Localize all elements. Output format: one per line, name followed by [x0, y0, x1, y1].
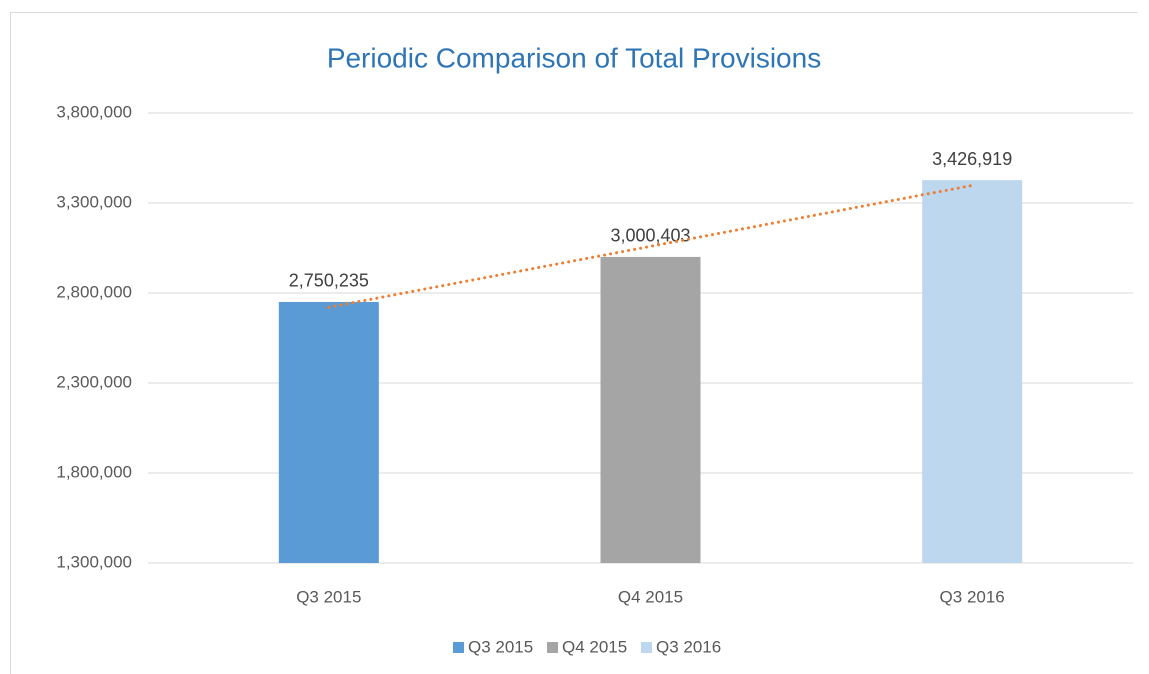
y-tick-label: 3,800,000: [56, 102, 132, 121]
y-tick-label: 2,800,000: [56, 282, 132, 301]
x-tick-label: Q4 2015: [618, 587, 683, 606]
chart-title: Periodic Comparison of Total Provisions: [327, 42, 821, 73]
x-tick-label: Q3 2016: [940, 587, 1005, 606]
y-tick-label: 3,300,000: [56, 192, 132, 211]
legend-label: Q3 2015: [468, 637, 533, 656]
y-tick-label: 2,300,000: [56, 372, 132, 391]
bar: [600, 256, 701, 563]
legend-label: Q3 2016: [656, 637, 721, 656]
x-tick-label: Q3 2015: [296, 587, 361, 606]
legend-swatch: [453, 642, 464, 653]
legend-swatch: [641, 642, 652, 653]
y-tick-label: 1,300,000: [56, 552, 132, 571]
bar: [278, 301, 379, 563]
chart-border: [10, 12, 1138, 674]
y-tick-label: 1,800,000: [56, 462, 132, 481]
data-label: 3,000,403: [610, 226, 690, 246]
data-label: 3,426,919: [932, 149, 1012, 169]
trendline: [327, 183, 974, 309]
legend-label: Q4 2015: [562, 637, 627, 656]
legend-swatch: [547, 642, 558, 653]
data-label: 2,750,235: [289, 271, 369, 291]
bar: [922, 180, 1023, 563]
